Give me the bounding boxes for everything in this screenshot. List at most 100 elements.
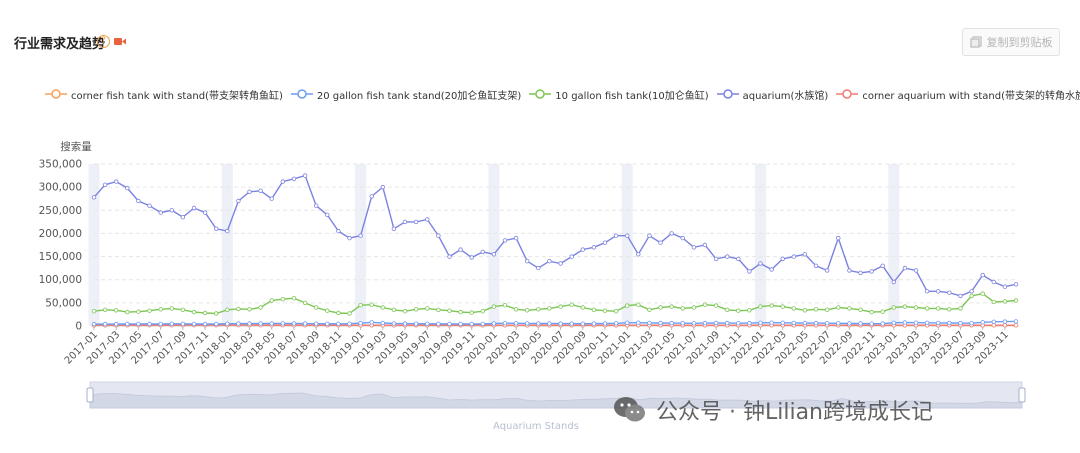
legend-item[interactable]: corner fish tank with stand(带支架转角鱼缸) (45, 86, 283, 102)
x-tick-label: 2020-11 (574, 329, 611, 366)
data-point (658, 240, 663, 245)
data-point (669, 323, 674, 328)
data-point (102, 323, 108, 328)
data-point (113, 321, 119, 327)
data-point (247, 321, 252, 326)
data-point (336, 323, 341, 328)
data-point (725, 307, 730, 312)
data-point (602, 323, 608, 328)
data-point (969, 293, 974, 299)
data-point (113, 179, 119, 184)
data-point (380, 320, 385, 326)
x-tick-label: 2017-07 (129, 329, 166, 366)
data-point (569, 323, 574, 328)
data-point (491, 304, 497, 309)
data-point (769, 323, 774, 328)
data-point (647, 233, 652, 238)
data-point (258, 305, 263, 310)
legend-item[interactable]: 10 gallon fish tank(10加仑鱼缸) (529, 86, 709, 102)
data-point (302, 173, 308, 178)
zoom-slider-handle[interactable] (86, 387, 94, 403)
data-point (769, 267, 774, 272)
data-point (613, 309, 619, 314)
data-point (413, 321, 419, 326)
y-axis-label: 搜索量 (60, 140, 92, 153)
data-point (491, 252, 497, 257)
data-point (669, 320, 674, 326)
data-point (713, 320, 719, 326)
data-point (991, 279, 996, 285)
data-point (469, 310, 474, 315)
data-point (380, 305, 385, 310)
x-tick-label: 2017-03 (85, 329, 122, 366)
data-point (425, 323, 430, 328)
data-point (480, 323, 485, 328)
data-point (713, 323, 719, 328)
data-point (225, 322, 230, 327)
copy-to-clipboard-button[interactable]: 复制到剪贴板 (962, 28, 1060, 56)
legend-label: aquarium(水族馆) (742, 90, 829, 102)
data-point (580, 323, 585, 328)
video-camera-icon[interactable] (114, 37, 126, 46)
data-point (147, 308, 152, 313)
data-point (758, 323, 763, 328)
data-point (913, 268, 919, 273)
data-point (780, 304, 785, 309)
data-point (469, 323, 474, 328)
data-point (791, 323, 796, 328)
y-tick-label: 250,000 (39, 205, 82, 217)
legend-swatch-icon (290, 89, 313, 99)
data-point (758, 304, 763, 309)
data-point (580, 305, 585, 310)
highlight-band (221, 164, 233, 326)
data-point (980, 291, 985, 296)
data-point (780, 323, 785, 328)
data-point (369, 323, 374, 328)
legend-item[interactable]: corner aquarium with stand(带支架的转角水族箱) (836, 86, 1080, 102)
data-point (858, 323, 863, 328)
data-point (736, 323, 741, 328)
data-point (736, 321, 741, 326)
legend-item[interactable]: 20 gallon fish tank stand(20加仑鱼缸支架) (290, 86, 521, 102)
x-tick-label: 2021-01 (596, 329, 633, 366)
data-point (314, 203, 319, 208)
x-tick-label: 2020-01 (463, 329, 500, 366)
data-point (747, 323, 752, 328)
series-line (94, 320, 1017, 325)
data-point (902, 304, 908, 309)
data-point (836, 323, 841, 328)
data-point (513, 307, 519, 312)
data-point (525, 259, 530, 264)
data-point (902, 320, 908, 325)
x-tick-label: 2017-11 (174, 329, 211, 366)
data-point (891, 305, 896, 310)
zoom-slider-handle[interactable] (1018, 387, 1026, 403)
x-tick-label: 2022-09 (818, 329, 855, 366)
legend-label: 10 gallon fish tank(10加仑鱼缸) (555, 90, 709, 102)
x-tick-label: 2021-09 (685, 329, 722, 366)
data-point (247, 307, 252, 312)
x-tick-label: 2020-07 (529, 329, 566, 366)
data-point (669, 323, 674, 328)
data-point (825, 323, 830, 328)
data-point (436, 307, 441, 312)
highlight-band (88, 164, 100, 326)
data-point (158, 321, 163, 327)
data-point (924, 323, 930, 328)
data-point (836, 323, 841, 328)
data-point (502, 323, 508, 328)
data-point (91, 321, 97, 327)
data-point (769, 320, 774, 325)
data-point (825, 268, 830, 273)
x-tick-label: 2021-03 (618, 329, 655, 366)
data-point (180, 307, 186, 312)
data-point (247, 189, 252, 194)
data-point (980, 323, 985, 328)
data-point (658, 323, 663, 328)
legend-item[interactable]: aquarium(水族馆) (716, 86, 829, 102)
data-point (1002, 323, 1008, 328)
data-point (136, 322, 141, 328)
y-tick-label: 350,000 (39, 159, 82, 171)
y-tick-label: 100,000 (39, 274, 82, 286)
help-icon[interactable]: ? (97, 35, 110, 48)
